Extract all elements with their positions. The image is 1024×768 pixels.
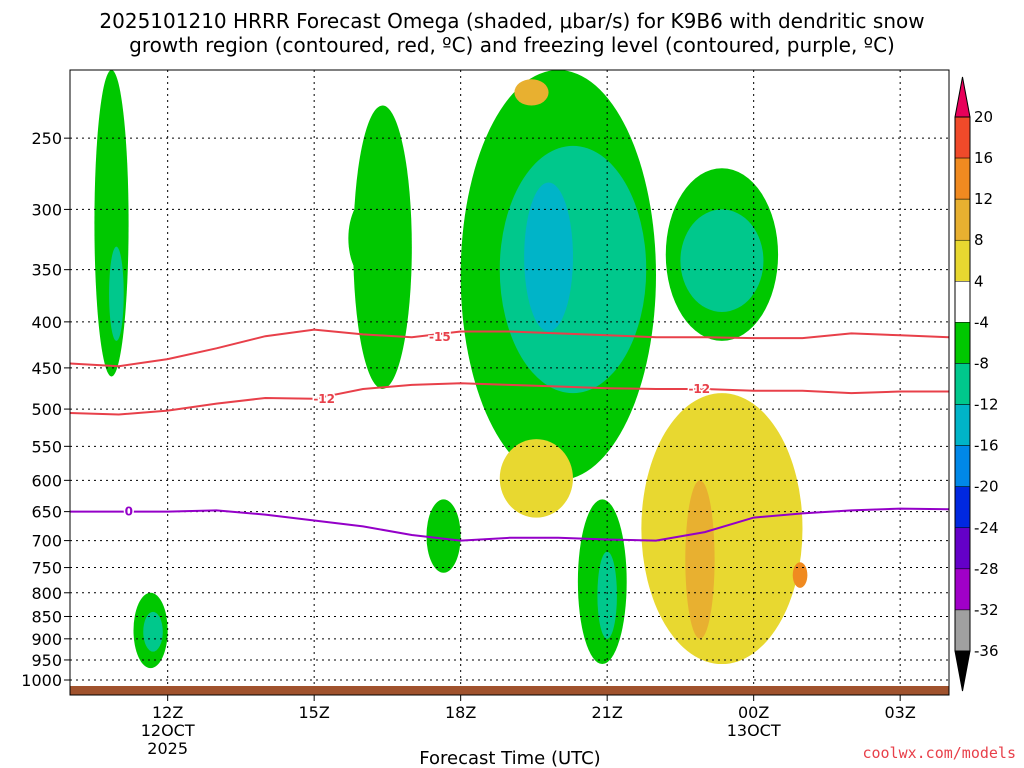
y-tick-label: 450 (31, 359, 62, 378)
colorbar-tick-label: -8 (974, 354, 989, 372)
omega-shade-region (94, 70, 129, 377)
y-tick-label: 650 (31, 503, 62, 522)
colorbar-box (954, 445, 971, 487)
omega-shade-region (143, 611, 163, 652)
plot-border (69, 69, 950, 696)
y-tick-label: 800 (31, 584, 62, 603)
y-tick-label: 300 (31, 200, 62, 219)
y-tick-label: 1000 (21, 671, 62, 690)
omega-shade-region (597, 551, 617, 639)
x-tick-label: 12Z (152, 703, 183, 722)
y-tick-label: 950 (31, 651, 62, 670)
colorbar-tick-label: -24 (974, 519, 999, 537)
contour-label: 0 (125, 505, 133, 519)
y-tick-label: 750 (31, 559, 62, 578)
colorbar-box (954, 239, 971, 282)
colorbar-tick-label: -36 (974, 642, 999, 660)
colorbar-box (954, 486, 971, 529)
y-tick-label: 850 (31, 607, 62, 626)
plot-area: -15 -12 -12 0 (69, 69, 950, 696)
y-tick-label: 350 (31, 261, 62, 280)
colorbar-box (954, 404, 971, 446)
x-tick-sublabel: 13OCT (727, 721, 781, 740)
colorbar-box (954, 609, 971, 652)
colorbar-box (954, 116, 971, 159)
contour-label: -15 (429, 330, 451, 344)
contour-label: -12 (688, 382, 710, 396)
colorbar-box (954, 281, 971, 323)
contour-line (70, 507, 950, 542)
colorbar-tick-label: 4 (974, 272, 984, 290)
y-axis: 250 300 350 400 450 500 550 600 650 700 750 800 850 9… (21, 129, 70, 690)
omega-shade-region (499, 439, 573, 518)
colorbar-tick-label: -16 (974, 437, 999, 455)
omega-shade-region (353, 105, 412, 390)
credit-link[interactable]: coolwx.com/models (862, 744, 1016, 762)
omega-shade-region (685, 480, 715, 639)
contour-label: -12 (313, 392, 335, 406)
chart-title-line-2: growth region (contoured, red, ºC) and f… (129, 33, 895, 57)
colorbar: 20 16 12 8 4 -4 -8 -12 -16 -20 -24 -28 -32 -36 (954, 76, 999, 692)
y-tick-label: 500 (31, 400, 62, 419)
omega-shade-region (792, 562, 808, 588)
colorbar-top-arrow (954, 76, 971, 118)
colorbar-tick-label: -4 (974, 313, 989, 331)
omega-shade-region (680, 209, 764, 312)
ground-strip (70, 686, 949, 695)
y-tick-label: 900 (31, 630, 62, 649)
colorbar-border (954, 116, 971, 652)
x-tick-sublabel: 12OCT (141, 721, 195, 740)
colorbar-tick-label: 8 (974, 231, 984, 249)
contour-line (69, 382, 949, 416)
omega-shade-region (426, 499, 461, 573)
colorbar-tick-label: 20 (974, 108, 993, 126)
colorbar-box (954, 157, 971, 200)
x-tick-label: 18Z (445, 703, 476, 722)
x-tick-label: 15Z (299, 703, 330, 722)
colorbar-tick-label: -28 (974, 560, 999, 578)
colorbar-tick-label: 12 (974, 190, 993, 208)
y-tick-label: 250 (31, 129, 62, 148)
colorbar-tick-label: -32 (974, 601, 999, 619)
colorbar-box (954, 568, 971, 611)
omega-shade-region (524, 182, 573, 332)
omega-shade-region (641, 393, 803, 665)
chart-title-line-1: 2025101210 HRRR Forecast Omega (shaded, … (99, 9, 924, 33)
y-tick-label: 700 (31, 532, 62, 551)
colorbar-tick-label: -12 (974, 396, 999, 414)
colorbar-tick-label: 16 (974, 149, 993, 167)
colorbar-box (954, 527, 971, 570)
x-tick-label: 00Z (738, 703, 769, 722)
colorbar-box (954, 363, 971, 405)
x-tick-label: 21Z (592, 703, 623, 722)
contour-line (69, 328, 950, 368)
colorbar-tick-label: -20 (974, 478, 999, 496)
colorbar-box (954, 322, 971, 364)
y-tick-label: 400 (31, 313, 62, 332)
x-axis-label: Forecast Time (UTC) (419, 748, 600, 768)
omega-shade-region (514, 79, 549, 106)
colorbar-bottom-arrow (954, 650, 971, 692)
x-tick-label: 03Z (885, 703, 916, 722)
x-tick-sublabel: 2025 (147, 739, 188, 758)
omega-shade-region (109, 246, 124, 341)
y-tick-label: 550 (31, 437, 62, 456)
y-tick-label: 600 (31, 471, 62, 490)
colorbar-box (954, 198, 971, 241)
